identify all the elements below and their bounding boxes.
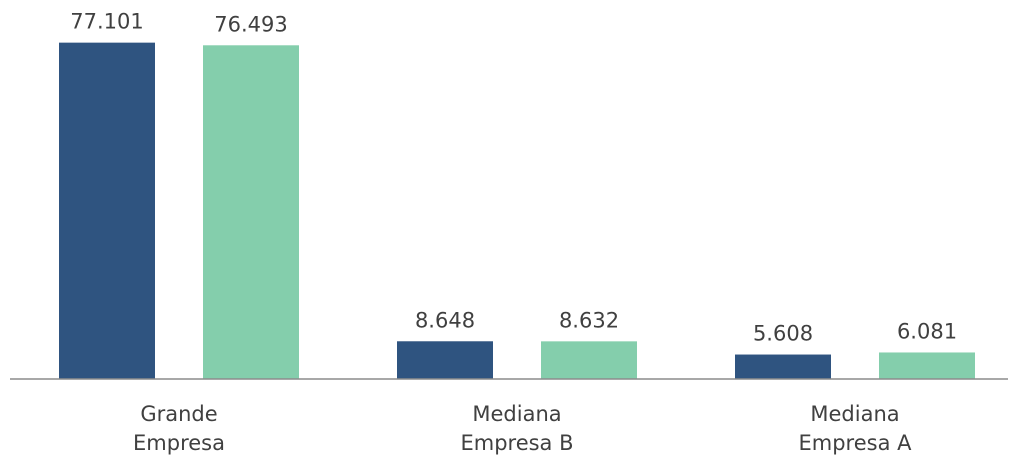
data-label-series1-cat1: 77.101 [70,10,143,34]
bar-series1-cat1 [59,42,155,380]
bar-series1-cat3 [735,354,831,379]
category-label-2-line-1: Mediana [472,402,561,426]
data-label-series2-cat3: 6.081 [897,319,957,343]
data-label-series2-cat2: 8.632 [559,308,619,332]
bar-series2-cat1 [203,45,299,379]
category-label-2-line-2: Empresa B [460,431,573,455]
bar-series1-cat2 [397,341,493,379]
data-label-series1-cat2: 8.648 [415,308,475,332]
category-label-1-line-2: Empresa [133,431,225,455]
category-label-3-line-1: Mediana [810,402,899,426]
data-label-series2-cat1: 76.493 [214,12,287,36]
value-labels-layer: 77.101 76.493 8.648 8.632 5.608 6.081 [70,10,957,346]
bar-series2-cat2 [541,341,637,379]
category-label-3-line-2: Empresa A [799,431,913,455]
data-label-series1-cat3: 5.608 [753,322,813,346]
bar-series2-cat3 [879,352,975,379]
bars-layer [59,42,975,380]
category-labels-layer: Grande Empresa Mediana Empresa B Mediana Empr… [133,402,912,455]
category-label-1-line-1: Grande [140,402,217,426]
